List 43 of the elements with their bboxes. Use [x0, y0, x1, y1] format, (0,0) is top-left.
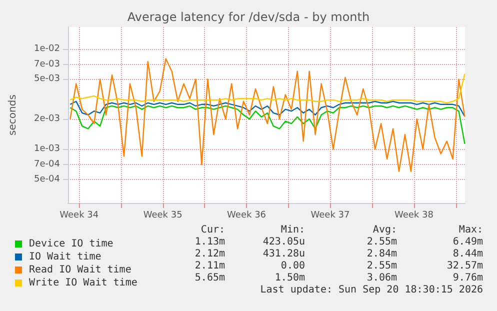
text: 2.11m	[194, 260, 226, 272]
text: 431.28u	[262, 248, 306, 260]
y-tick-label: 2e-03	[34, 114, 60, 124]
y-tick-label: 7e-03	[34, 60, 60, 70]
legend-label: Read IO Wait time	[29, 264, 132, 276]
line-series	[70, 58, 466, 172]
x-tick-label: Week 34	[60, 210, 99, 220]
text: 5.65m	[194, 272, 226, 284]
y-axis-title: seconds	[8, 94, 18, 136]
text: 423.05u	[262, 236, 306, 248]
text: 3.06m	[366, 272, 398, 284]
text: 6.49m	[452, 236, 484, 248]
text: 1.13m	[194, 236, 226, 248]
y-tick-label: 1e-02	[34, 44, 60, 54]
text: Max:	[458, 224, 484, 236]
text: Avg:	[372, 224, 398, 236]
x-tick-label: Week 37	[310, 210, 350, 220]
y-tick-label: 5e-03	[34, 74, 60, 84]
legend-label: Write IO Wait time	[29, 278, 138, 288]
text: 1.50m	[274, 272, 306, 284]
chart-title: Average latency for /dev/sda - by month	[127, 10, 370, 24]
y-tick-label: 1e-03	[34, 144, 60, 154]
text: 2.12m	[194, 248, 226, 260]
text: 32.57m	[446, 260, 483, 272]
y-tick-label: 7e-04	[34, 160, 60, 170]
text: 2.84m	[366, 248, 398, 260]
text: 2.55m	[366, 260, 398, 272]
x-tick-label: Week 35	[143, 210, 182, 220]
text: 2.55m	[366, 236, 398, 248]
line-series	[70, 73, 466, 104]
text: Min:	[280, 224, 306, 236]
y-tick-label: 5e-04	[34, 174, 60, 184]
line-series	[70, 105, 466, 144]
line-series	[70, 100, 466, 118]
text: 0.00	[280, 260, 306, 272]
legend-label: Device IO time	[29, 238, 114, 250]
text: Last update: Sun Sep 20 18:30:15 2026	[260, 284, 484, 296]
x-tick-label: Week 38	[394, 210, 434, 220]
text: Cur:	[200, 224, 226, 236]
text: 9.76m	[452, 272, 484, 284]
x-tick-label: Week 36	[227, 210, 266, 220]
legend-label: IO Wait time	[29, 252, 102, 262]
text: 8.44m	[452, 248, 484, 260]
